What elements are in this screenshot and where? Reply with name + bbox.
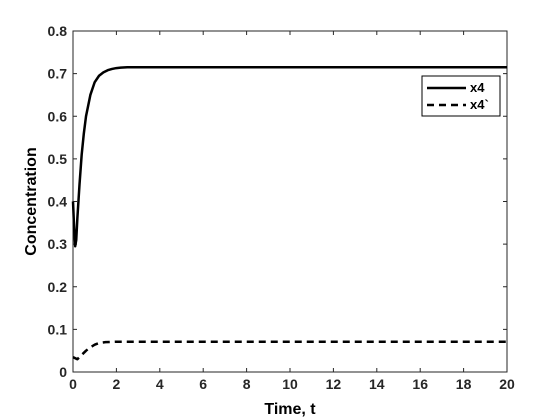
x-axis-ticks: 0 2 4 6 8 10 12 14 16 18 20: [69, 31, 515, 392]
x-tick-label: 10: [282, 376, 298, 392]
y-tick-label: 0.4: [48, 194, 68, 210]
legend-box: [421, 75, 501, 117]
series-layer: [71, 65, 507, 361]
x-tick-label: 8: [243, 376, 251, 392]
x-tick-label: 16: [412, 376, 428, 392]
y-tick-label: 0.5: [48, 151, 68, 167]
x-tick-label: 4: [156, 376, 164, 392]
y-tick-label: 0: [59, 364, 67, 380]
x-axis-label: Time, t: [264, 401, 316, 418]
legend-label-x4-prime: x4`: [470, 97, 489, 112]
x-tick-label: 12: [326, 376, 342, 392]
x-tick-label: 20: [499, 376, 515, 392]
x-tick-label: 2: [113, 376, 121, 392]
y-tick-label: 0.3: [48, 236, 68, 252]
y-axis-ticks: 0 0.1 0.2 0.3 0.4 0.5 0.6 0.7 0.8: [48, 23, 507, 380]
y-tick-label: 0.7: [48, 66, 68, 82]
x-tick-label: 14: [369, 376, 385, 392]
x-tick-label: 6: [199, 376, 207, 392]
y-tick-label: 0.2: [48, 279, 68, 295]
x-tick-label: 18: [456, 376, 472, 392]
y-tick-label: 0.6: [48, 108, 68, 124]
x-tick-label: 0: [69, 376, 77, 392]
series-line-x4-prime: [72, 340, 507, 361]
y-tick-label: 0.1: [48, 321, 68, 337]
y-axis-label: Concentration: [23, 147, 40, 255]
series-line-x4: [71, 65, 507, 248]
y-tick-label: 0.8: [48, 23, 68, 39]
legend-label-x4: x4: [470, 80, 485, 95]
legend: x4 x4`: [421, 75, 501, 117]
